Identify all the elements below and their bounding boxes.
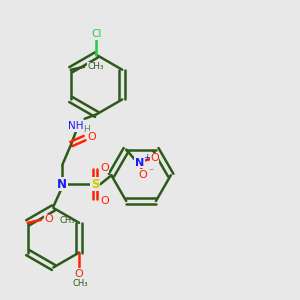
Text: CH₃: CH₃ (60, 216, 75, 225)
Text: CH₃: CH₃ (73, 279, 88, 288)
Text: O: O (100, 163, 109, 173)
Text: S: S (91, 178, 99, 191)
Text: N: N (135, 158, 144, 168)
Text: NH: NH (68, 121, 83, 131)
Text: CH₃: CH₃ (87, 62, 104, 71)
Text: O: O (100, 196, 109, 206)
Text: O: O (138, 170, 147, 180)
Text: O: O (150, 153, 159, 164)
Text: +: + (143, 153, 151, 162)
Text: Cl: Cl (91, 29, 102, 39)
Text: N: N (57, 178, 67, 191)
Text: O: O (88, 132, 96, 142)
Text: H: H (83, 125, 90, 134)
Text: O: O (45, 214, 53, 224)
Text: ⁻: ⁻ (148, 168, 153, 178)
Text: O: O (75, 269, 83, 279)
